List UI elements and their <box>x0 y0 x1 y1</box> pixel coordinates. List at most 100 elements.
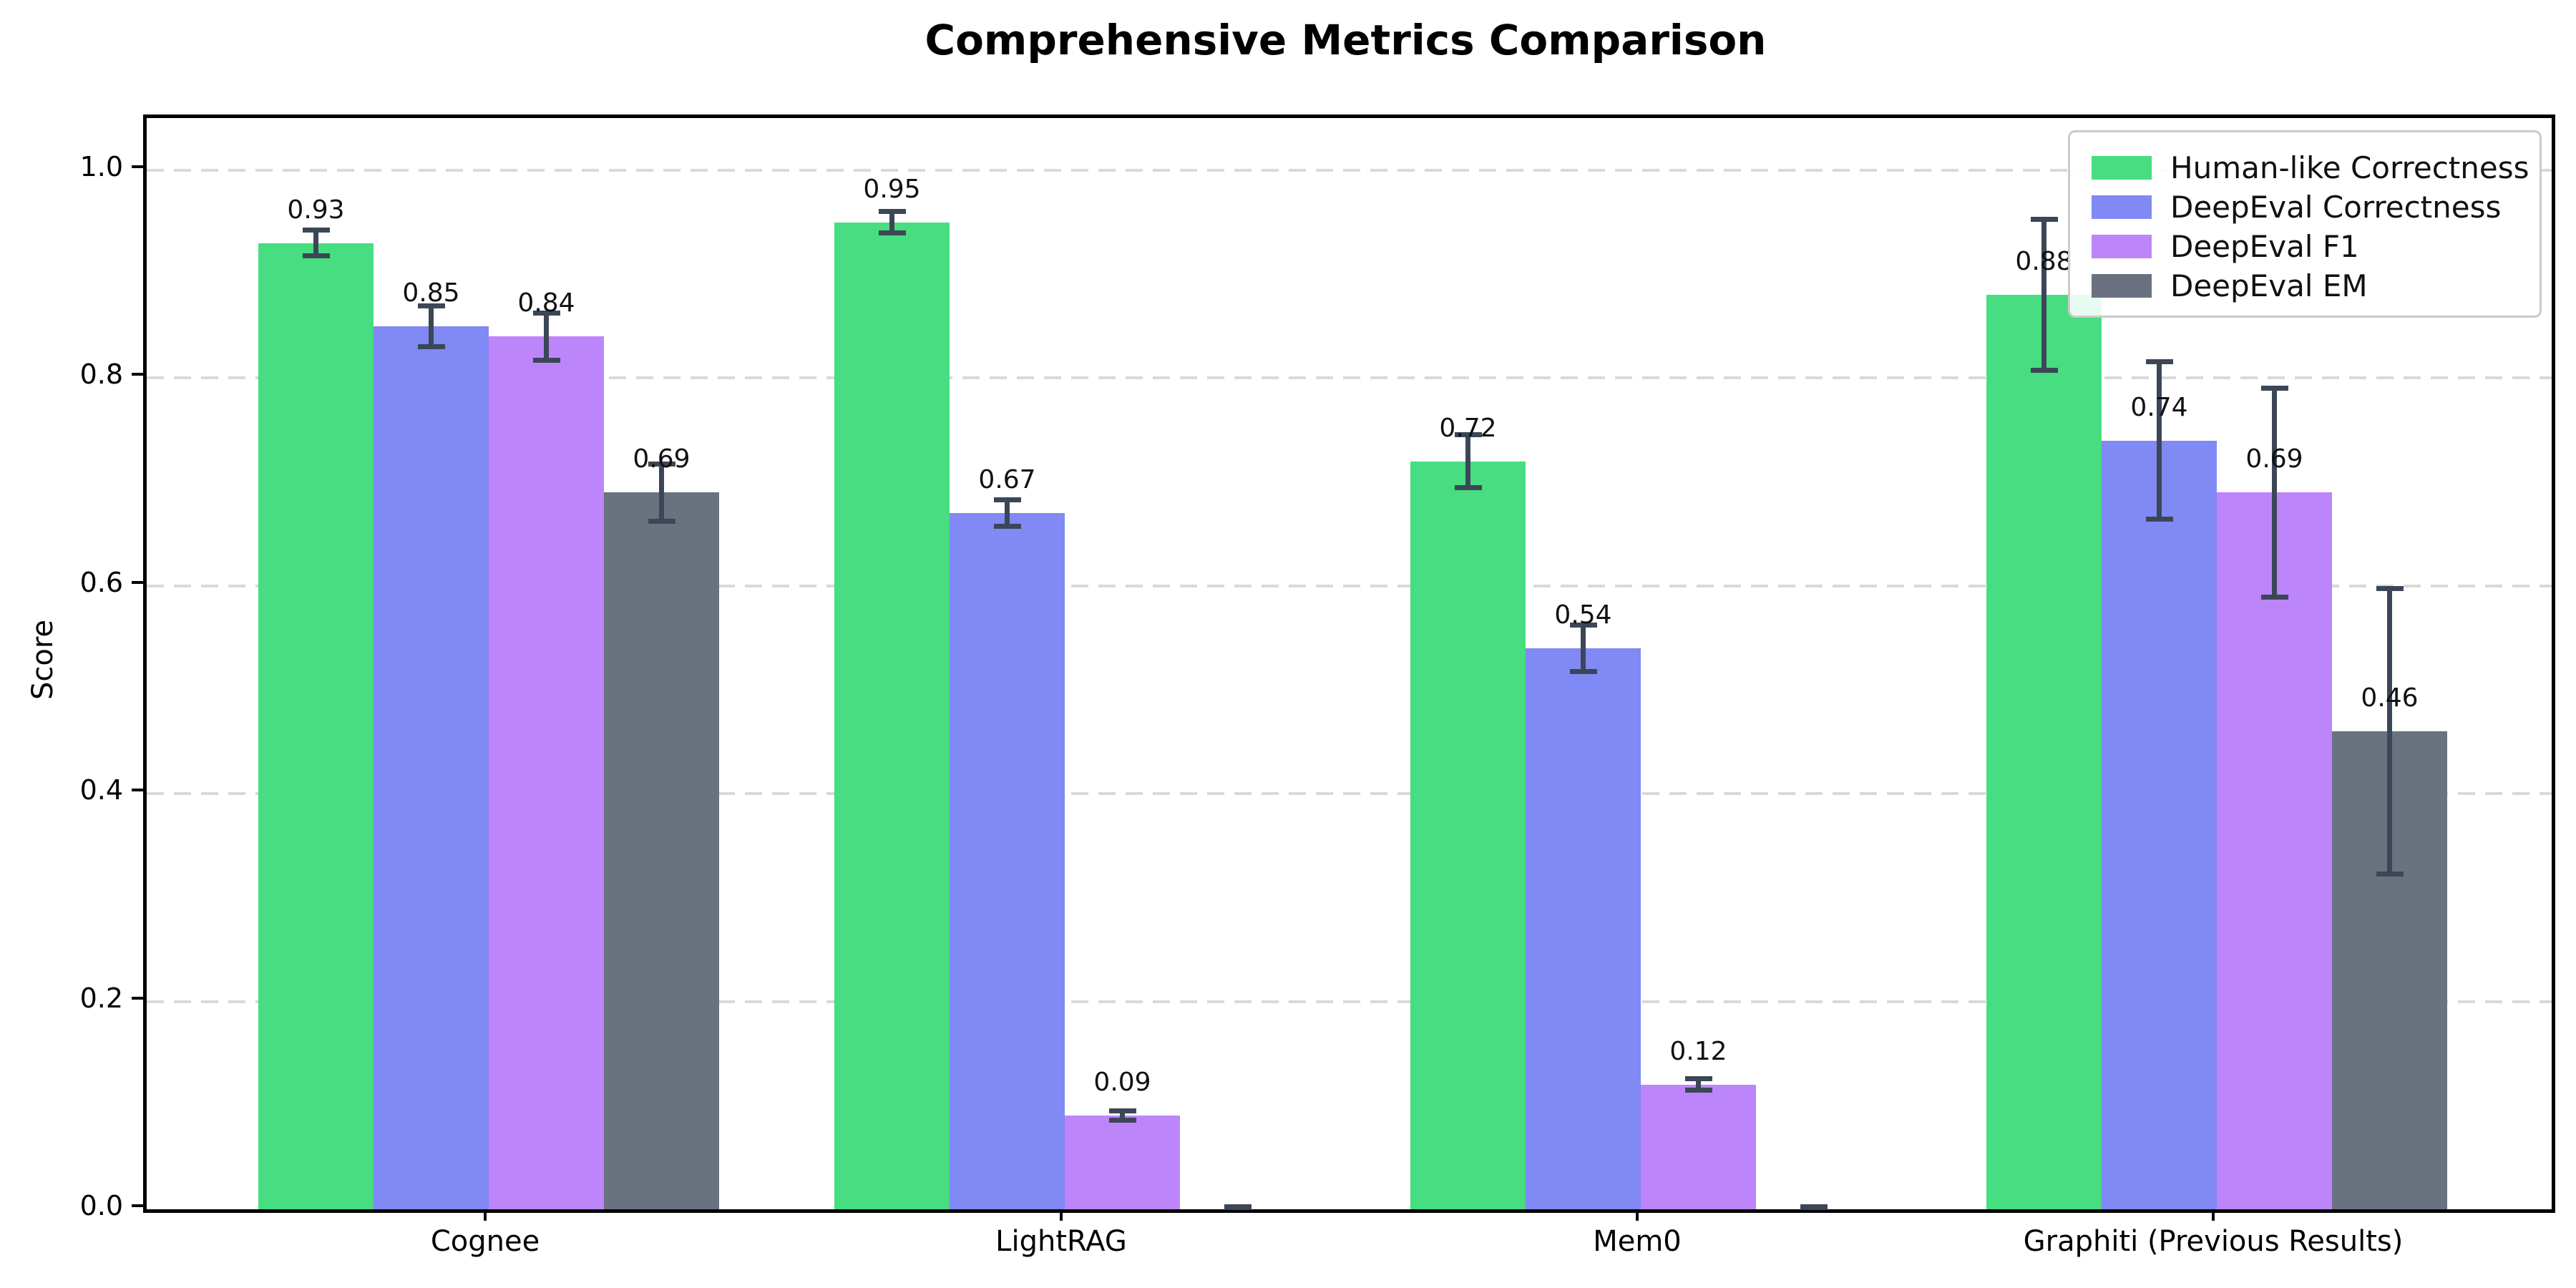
error-bar-line <box>1120 1108 1125 1123</box>
error-bar-cap <box>1569 669 1597 675</box>
bar <box>1410 461 1526 1209</box>
error-bar-line <box>2387 585 2392 877</box>
bar-value-label: 0.46 <box>2361 683 2419 713</box>
legend-swatch <box>2092 195 2152 219</box>
error-bar-cap <box>302 227 330 233</box>
error-bar-cap <box>532 357 560 363</box>
gridline <box>147 792 2552 796</box>
error-bar-cap <box>1454 431 1482 437</box>
legend-label: DeepEval EM <box>2170 268 2368 303</box>
bar <box>374 326 489 1209</box>
legend-label: DeepEval Correctness <box>2170 190 2502 225</box>
bar <box>1526 648 1641 1209</box>
legend-row: Human-like Correctness <box>2092 148 2540 187</box>
error-bar-cap <box>1684 1076 1712 1082</box>
y-tick-label: 0.8 <box>79 358 123 391</box>
y-tick <box>132 1204 143 1207</box>
x-tick <box>484 1209 487 1221</box>
error-bar-cap <box>1108 1118 1136 1123</box>
y-tick-label: 0.0 <box>79 1190 123 1221</box>
bar-value-label: 0.69 <box>633 444 691 474</box>
bar <box>258 243 374 1209</box>
legend-swatch <box>2092 235 2152 258</box>
bar <box>950 513 1065 1209</box>
gridline <box>147 1000 2552 1003</box>
error-bar-cap <box>302 253 330 259</box>
error-bar-line <box>1005 497 1010 529</box>
error-bar-cap <box>2260 385 2288 391</box>
error-bar-cap <box>1800 1204 1828 1209</box>
error-bar-cap <box>417 303 445 308</box>
y-tick-label: 0.2 <box>79 982 123 1014</box>
bar <box>1065 1116 1180 1209</box>
legend: Human-like Correctness DeepEval Correctne… <box>2068 130 2542 318</box>
error-bar-cap <box>2260 594 2288 600</box>
chart-title: Comprehensive Metrics Comparison <box>924 16 1767 64</box>
bar <box>1641 1084 1756 1209</box>
bar-value-label: 0.12 <box>1669 1036 1727 1066</box>
error-bar-cap <box>2030 217 2058 223</box>
bar-value-label: 0.74 <box>2130 392 2188 422</box>
error-bar-cap <box>417 343 445 349</box>
error-bar-cap <box>993 497 1021 503</box>
x-tick-label: Cognee <box>430 1225 540 1258</box>
gridline <box>147 584 2552 587</box>
bar <box>2217 492 2332 1209</box>
error-bar-line <box>1696 1076 1701 1093</box>
error-bar-cap <box>878 208 906 214</box>
legend-swatch <box>2092 274 2152 298</box>
error-bar-line <box>889 208 894 236</box>
error-bar-cap <box>2376 585 2404 591</box>
error-bar-cap <box>1224 1204 1252 1209</box>
legend-row: DeepEval F1 <box>2092 227 2540 266</box>
error-bar-cap <box>1454 485 1482 491</box>
x-tick-label: Mem0 <box>1593 1225 1682 1258</box>
error-bar-cap <box>648 518 675 524</box>
y-tick <box>132 373 143 376</box>
error-bar-line <box>313 227 318 259</box>
error-bar-line <box>1581 622 1586 675</box>
error-bar-cap <box>2145 359 2173 365</box>
error-bar-cap <box>2030 368 2058 374</box>
error-bar-line <box>659 461 664 524</box>
error-bar-cap <box>1684 1088 1712 1093</box>
y-tick-label: 1.0 <box>79 151 123 182</box>
bar <box>604 492 719 1209</box>
error-bar-cap <box>2145 516 2173 522</box>
bar-value-label: 0.72 <box>1439 413 1497 443</box>
bar <box>1986 295 2102 1209</box>
error-bar-cap <box>1569 622 1597 628</box>
y-tick <box>132 996 143 1000</box>
bar-value-label: 0.09 <box>1093 1068 1151 1098</box>
bar-value-label: 0.85 <box>402 278 460 308</box>
x-tick <box>2212 1209 2215 1221</box>
error-bar-cap <box>648 461 675 467</box>
bar-value-label: 0.93 <box>287 195 345 225</box>
error-bar-cap <box>532 311 560 316</box>
legend-row: DeepEval Correctness <box>2092 187 2540 227</box>
bar-value-label: 0.54 <box>1554 600 1612 630</box>
bar-value-label: 0.69 <box>2245 444 2303 474</box>
legend-label: Human-like Correctness <box>2170 150 2529 185</box>
error-bar-cap <box>878 230 906 236</box>
y-tick <box>132 580 143 584</box>
x-tick-label: LightRAG <box>995 1225 1127 1258</box>
y-tick-label: 0.4 <box>79 774 123 806</box>
error-bar-line <box>2157 359 2162 522</box>
bar <box>489 336 604 1209</box>
bar <box>834 222 950 1209</box>
error-bar-line <box>544 311 549 363</box>
legend-label: DeepEval F1 <box>2170 229 2359 264</box>
legend-swatch <box>2092 156 2152 180</box>
error-bar-line <box>2041 217 2046 374</box>
error-bar-cap <box>993 523 1021 529</box>
legend-row: DeepEval EM <box>2092 266 2540 306</box>
x-tick <box>1636 1209 1639 1221</box>
error-bar-cap <box>1108 1108 1136 1114</box>
error-bar-line <box>2272 385 2277 600</box>
gridline <box>147 376 2552 380</box>
bar-value-label: 0.84 <box>517 288 575 318</box>
bar-value-label: 0.88 <box>2015 247 2073 277</box>
x-tick-label: Graphiti (Previous Results) <box>2023 1225 2404 1258</box>
